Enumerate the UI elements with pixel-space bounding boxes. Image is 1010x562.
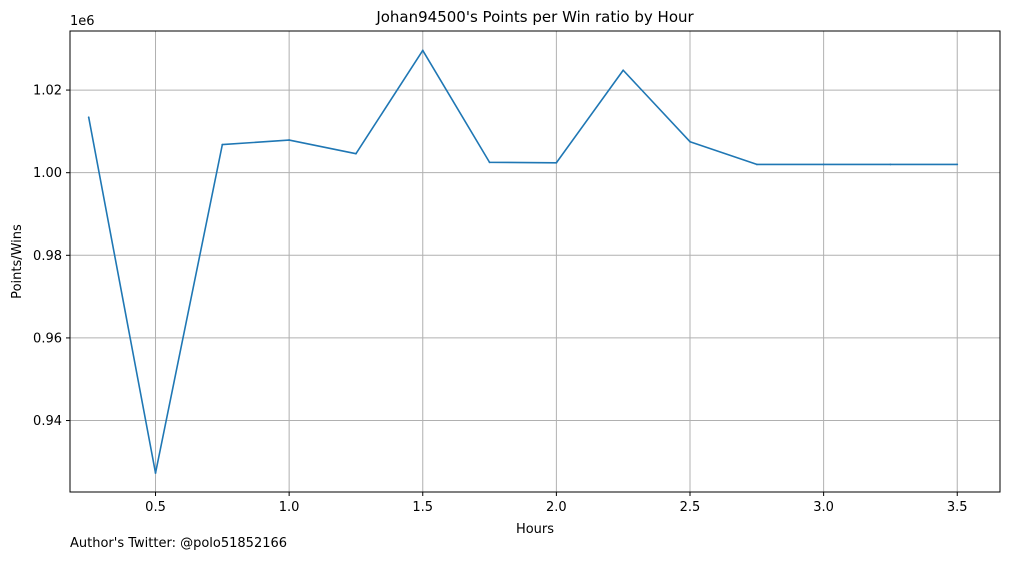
data-point xyxy=(622,69,625,72)
data-point xyxy=(555,161,558,164)
data-point xyxy=(889,163,892,166)
y-tick-label: 1.00 xyxy=(33,166,62,181)
y-tick-label: 0.94 xyxy=(33,414,62,429)
x-tick-label: 2.0 xyxy=(546,500,567,515)
chart-title: Johan94500's Points per Win ratio by Hou… xyxy=(375,8,694,26)
y-axis-label: Points/Wins xyxy=(10,224,25,299)
x-tick-label: 3.5 xyxy=(947,500,968,515)
data-point xyxy=(154,472,157,474)
y-tick-label: 0.98 xyxy=(33,249,62,264)
y-tick-label: 1.02 xyxy=(33,84,62,99)
data-point xyxy=(488,161,491,164)
data-point xyxy=(288,139,291,141)
axis-ticks: 0.5 1.0 1.5 2.0 2.5 3.0 3.5 0.94 0.96 0.98 1.00 1.0… xyxy=(33,84,968,515)
y-tick-label: 0.96 xyxy=(33,331,62,346)
author-twitter-note: Author's Twitter: @polo51852166 xyxy=(70,536,288,551)
grid-lines xyxy=(70,31,1000,492)
x-tick-label: 0.5 xyxy=(145,500,166,515)
data-point xyxy=(355,152,357,155)
data-point xyxy=(689,140,691,143)
data-point xyxy=(755,163,758,166)
data-point xyxy=(221,143,224,146)
data-point xyxy=(956,163,959,166)
x-tick-label: 1.5 xyxy=(412,500,433,515)
y-axis-offset-label: 1e6 xyxy=(70,14,95,29)
x-tick-label: 1.0 xyxy=(279,500,300,515)
x-tick-label: 2.5 xyxy=(680,500,701,515)
plot-area-frame xyxy=(69,30,1001,493)
x-tick-label: 3.0 xyxy=(813,500,834,515)
data-point xyxy=(421,49,424,52)
series-line xyxy=(87,49,958,474)
data-point xyxy=(822,163,825,166)
series-layer xyxy=(87,49,959,474)
data-point xyxy=(87,116,90,119)
x-axis-label: Hours xyxy=(516,522,554,537)
